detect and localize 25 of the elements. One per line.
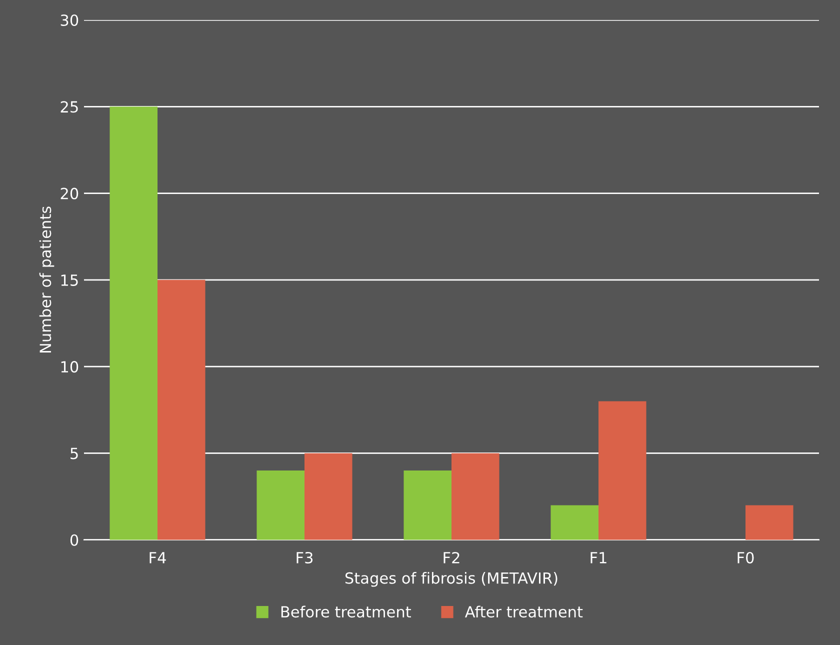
y-tick-label: 20 xyxy=(60,188,78,200)
bar xyxy=(452,453,500,540)
y-tick-label: 0 xyxy=(70,534,78,546)
bar xyxy=(598,401,646,540)
bar xyxy=(404,470,452,540)
y-tick-label: 10 xyxy=(61,361,78,373)
y-tick-label: 30 xyxy=(60,14,78,26)
bar xyxy=(256,470,304,540)
x-tick-label: F0 xyxy=(738,552,754,564)
x-axis-title: Stages of fibrosis (METAVIR) xyxy=(345,572,558,587)
y-axis-title: Number of patients xyxy=(39,206,54,352)
bar xyxy=(158,280,206,540)
legend-label: After treatment xyxy=(464,606,583,618)
y-tick-label: 25 xyxy=(60,101,78,113)
bar xyxy=(304,453,352,540)
x-tick-label: F3 xyxy=(296,552,313,564)
bar xyxy=(110,106,158,540)
x-tick-label: F1 xyxy=(590,552,606,564)
y-tick-label: 15 xyxy=(61,274,78,286)
bar xyxy=(550,505,598,540)
bar xyxy=(746,505,794,540)
y-tick-label: 5 xyxy=(70,448,78,460)
legend-label: Before treatment xyxy=(281,606,411,618)
x-tick-label: F4 xyxy=(150,552,166,564)
x-tick-label: F2 xyxy=(444,552,460,564)
